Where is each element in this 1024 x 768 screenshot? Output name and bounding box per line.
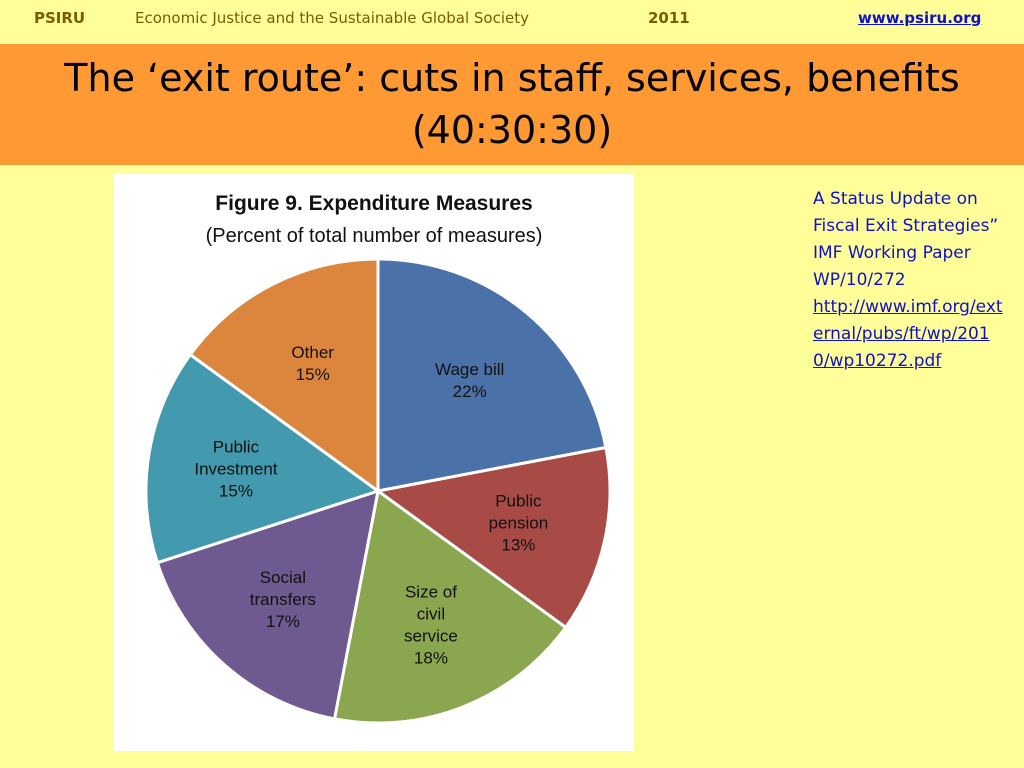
pie-label-size-of-civil-service: Size of civil service 18%: [404, 583, 458, 668]
source-link[interactable]: http://www.imf.org/external/pubs/ft/wp/2…: [813, 297, 1003, 371]
pie-chart: Wage bill 22% Public pension 13% Size of civil…: [144, 257, 612, 725]
header-title: Economic Justice and the Sustainable Glo…: [135, 9, 529, 27]
pie-slice-public-pension: [374, 445, 612, 630]
pie-slice-size-of-civil-service: [332, 488, 568, 725]
source-note-text: A Status Update on Fiscal Exit Strategie…: [813, 189, 999, 290]
header-year: 2011: [648, 9, 690, 27]
header-bar: PSIRU Economic Justice and the Sustainab…: [0, 0, 1024, 38]
pie-label-social-transfers: Social transfers 17%: [250, 568, 316, 631]
pie-label-other: Other 15%: [291, 343, 334, 384]
pie-slice-wage-bill: [376, 257, 608, 493]
pie-label-public-investment: Public Investment 15%: [194, 437, 277, 500]
header-org: PSIRU: [34, 9, 86, 27]
header-link[interactable]: www.psiru.org: [858, 9, 982, 27]
slide-title: The ‘exit route’: cuts in staff, service…: [0, 44, 1024, 165]
source-note: A Status Update on Fiscal Exit Strategie…: [813, 186, 1003, 375]
chart-title: Figure 9. Expenditure Measures: [215, 192, 533, 215]
pie-slice-public-investment: [144, 352, 382, 565]
pie-label-wage-bill: Wage bill 22%: [435, 360, 504, 401]
pie-slice-other: [188, 257, 380, 494]
slide-title-line2: (40:30:30): [411, 108, 613, 152]
chart-figure: Figure 9. Expenditure Measures (Percent …: [114, 174, 634, 751]
pie-slice-social-transfers: [155, 488, 380, 721]
chart-subtitle: (Percent of total number of measures): [205, 225, 543, 247]
slide-title-line1: The ‘exit route’: cuts in staff, service…: [64, 56, 960, 100]
pie-label-public-pension: Public pension 13%: [489, 491, 549, 554]
